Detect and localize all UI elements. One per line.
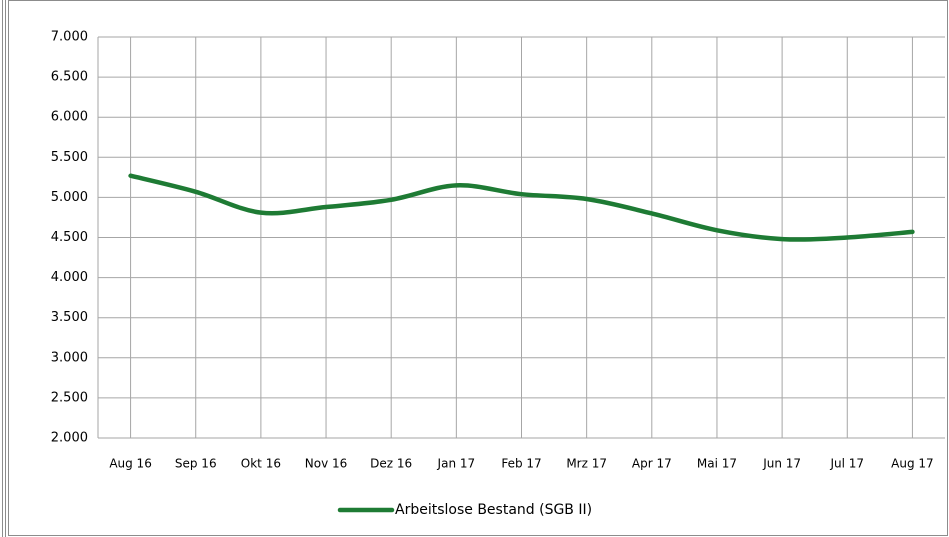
- x-tick-label: Sep 16: [175, 457, 217, 471]
- y-tick-label: 4.500: [51, 230, 88, 245]
- legend-label: Arbeitslose Bestand (SGB II): [395, 502, 592, 518]
- x-tick-label: Feb 17: [501, 457, 541, 471]
- y-tick-label: 2.500: [51, 390, 88, 405]
- y-tick-label: 3.500: [51, 310, 88, 325]
- y-tick-label: 3.000: [51, 350, 88, 365]
- x-tick-label: Aug 16: [109, 457, 152, 471]
- chart-frame: [8, 0, 948, 536]
- y-tick-label: 6.500: [51, 70, 88, 85]
- x-tick-label: Jul 17: [829, 457, 864, 471]
- y-tick-label: 6.000: [51, 110, 88, 125]
- x-tick-label: Mai 17: [697, 457, 737, 471]
- x-tick-label: Dez 16: [370, 457, 412, 471]
- x-tick-label: Jan 17: [437, 457, 476, 471]
- y-tick-label: 2.000: [51, 431, 88, 446]
- x-tick-label: Okt 16: [241, 457, 281, 471]
- y-tick-label: 5.500: [51, 150, 88, 165]
- x-tick-label: Jun 17: [762, 457, 801, 471]
- y-tick-label: 4.000: [51, 270, 88, 285]
- x-tick-label: Mrz 17: [566, 457, 607, 471]
- y-tick-label: 7.000: [51, 30, 88, 45]
- series-line: [128, 173, 915, 242]
- x-tick-label: Aug 17: [891, 457, 934, 471]
- x-tick-label: Nov 16: [305, 457, 348, 471]
- y-tick-label: 5.000: [51, 190, 88, 205]
- x-tick-label: Apr 17: [632, 457, 672, 471]
